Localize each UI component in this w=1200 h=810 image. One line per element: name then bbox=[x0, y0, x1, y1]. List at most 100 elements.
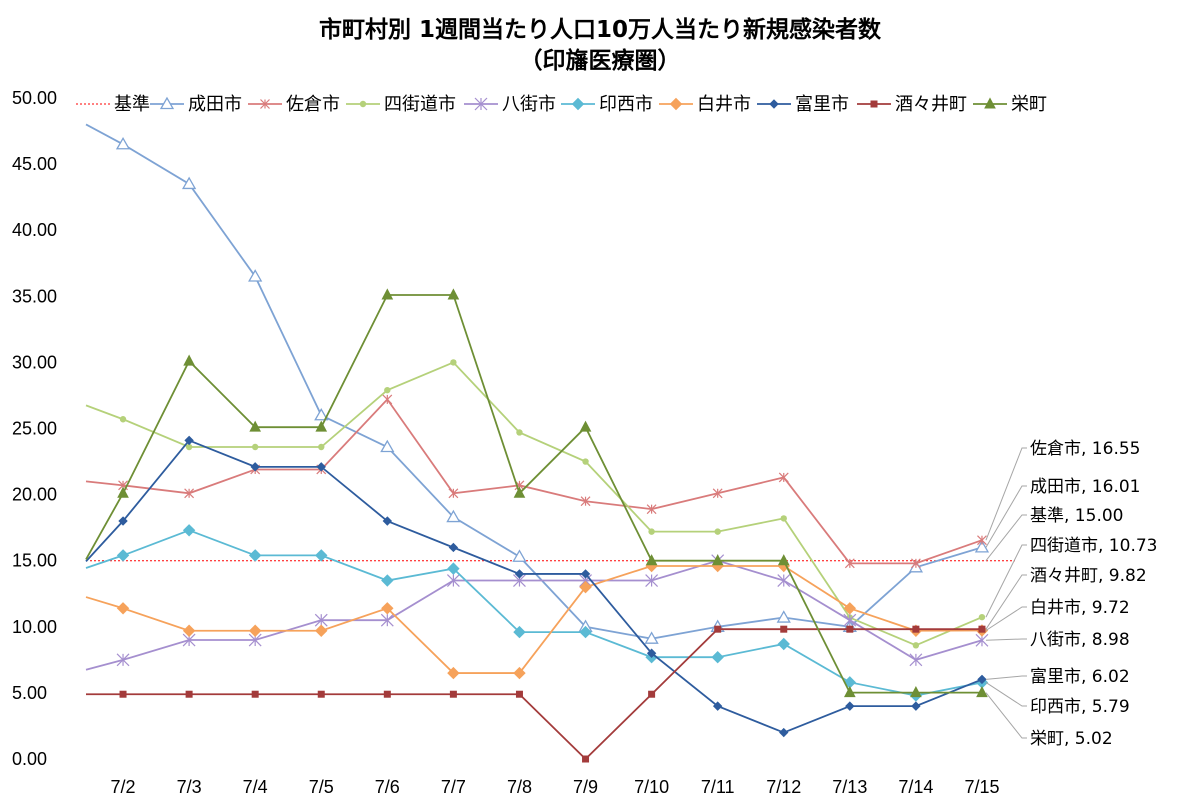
series-layer bbox=[85, 123, 1015, 763]
data-point bbox=[711, 554, 724, 566]
end-label-白井市: 白井市, 9.72 bbox=[985, 598, 1130, 631]
leader-line bbox=[985, 485, 1027, 548]
data-point bbox=[778, 472, 789, 483]
data-point bbox=[514, 569, 525, 579]
y-tick-label: 15.00 bbox=[12, 551, 57, 571]
data-point bbox=[714, 625, 722, 633]
data-point bbox=[645, 574, 659, 587]
end-label-八街市: 八街市, 8.98 bbox=[985, 630, 1130, 650]
series-酒々井町 bbox=[86, 625, 986, 763]
y-tick-label: 50.00 bbox=[12, 88, 57, 108]
end-label-text: 富里市, 6.02 bbox=[1030, 667, 1130, 687]
legend-item: 基準 bbox=[76, 94, 150, 115]
data-point bbox=[248, 549, 262, 562]
data-point bbox=[181, 176, 197, 190]
data-point bbox=[646, 648, 657, 658]
data-point bbox=[580, 569, 591, 579]
data-point bbox=[780, 515, 787, 522]
data-point bbox=[381, 574, 394, 587]
legend-label: 印西市 bbox=[599, 94, 653, 115]
leader-line bbox=[985, 692, 1027, 739]
end-labels: 基準, 15.00 成田市, 16.01 佐倉市, 16.55 四街道市, 10.73… bbox=[985, 439, 1157, 749]
data-point bbox=[712, 701, 723, 711]
data-point bbox=[474, 97, 488, 111]
legend-label: 富里市 bbox=[795, 94, 849, 115]
end-label-四街道市: 四街道市, 10.73 bbox=[985, 536, 1157, 618]
x-tick-label: 7/6 bbox=[375, 777, 400, 797]
legend-label: 佐倉市 bbox=[286, 94, 340, 115]
data-point bbox=[776, 610, 791, 623]
end-label-印西市: 印西市, 5.79 bbox=[985, 682, 1130, 717]
end-label-text: 酒々井町, 9.82 bbox=[1030, 566, 1147, 586]
legend-item: 酒々井町 bbox=[857, 94, 967, 115]
data-point bbox=[978, 625, 986, 633]
x-tick-label: 7/12 bbox=[766, 777, 801, 797]
data-point bbox=[380, 613, 394, 627]
data-point bbox=[777, 554, 790, 566]
data-point bbox=[777, 637, 790, 651]
legend-label: 成田市 bbox=[188, 94, 242, 115]
data-point bbox=[450, 359, 457, 366]
data-point bbox=[513, 625, 526, 639]
y-tick-label: 20.00 bbox=[12, 485, 57, 505]
data-point bbox=[911, 701, 921, 711]
data-point bbox=[579, 625, 592, 639]
data-point bbox=[843, 602, 857, 615]
legend-item: 白井市 bbox=[659, 94, 751, 115]
end-label-text: 印西市, 5.79 bbox=[1030, 697, 1130, 717]
data-point bbox=[516, 429, 523, 436]
data-point bbox=[317, 690, 325, 698]
legend-item: 八街市 bbox=[464, 94, 556, 115]
data-point bbox=[712, 488, 723, 499]
leader-line bbox=[985, 574, 1027, 630]
x-tick-label: 7/14 bbox=[898, 777, 933, 797]
data-point bbox=[115, 136, 131, 150]
data-point bbox=[984, 97, 996, 109]
data-point bbox=[260, 99, 270, 109]
data-point bbox=[251, 443, 259, 451]
end-label-酒々井町: 酒々井町, 9.82 bbox=[985, 566, 1147, 630]
data-point bbox=[447, 288, 460, 300]
data-point bbox=[382, 516, 393, 526]
data-point bbox=[571, 97, 585, 111]
data-point bbox=[116, 549, 130, 562]
data-point bbox=[185, 443, 193, 451]
end-label-text: 栄町, 5.02 bbox=[1030, 729, 1113, 749]
end-label-佐倉市: 佐倉市, 16.55 bbox=[985, 439, 1140, 541]
data-point bbox=[714, 528, 721, 535]
data-point bbox=[974, 540, 990, 553]
data-point bbox=[314, 407, 329, 421]
leader-line bbox=[985, 675, 1027, 680]
end-label-text: 基準, 15.00 bbox=[1030, 506, 1123, 526]
data-point bbox=[912, 642, 920, 649]
data-point bbox=[249, 420, 262, 432]
data-point bbox=[314, 613, 328, 627]
end-label-text: 四街道市, 10.73 bbox=[1030, 536, 1157, 556]
data-point bbox=[119, 690, 127, 698]
x-tick-label: 7/9 bbox=[573, 777, 598, 797]
data-point bbox=[315, 549, 328, 562]
data-point bbox=[646, 504, 657, 515]
data-point bbox=[449, 690, 457, 698]
data-point bbox=[315, 420, 328, 432]
data-point bbox=[251, 690, 259, 698]
data-point bbox=[845, 701, 855, 711]
legend-item: 富里市 bbox=[757, 94, 849, 115]
y-tick-label: 0.00 bbox=[12, 749, 47, 769]
data-point bbox=[448, 542, 459, 553]
end-label-富里市: 富里市, 6.02 bbox=[985, 667, 1130, 687]
end-label-text: 白井市, 9.72 bbox=[1030, 598, 1130, 618]
y-tick-label: 30.00 bbox=[12, 352, 57, 372]
data-point bbox=[513, 486, 526, 498]
legend-label: 酒々井町 bbox=[895, 94, 967, 115]
x-tick-label: 7/13 bbox=[832, 777, 867, 797]
chart-subtitle: （印旛医療圏） bbox=[520, 47, 681, 74]
data-point bbox=[579, 420, 592, 432]
end-label-基準: 基準, 15.00 bbox=[985, 506, 1123, 562]
x-tick-label: 7/8 bbox=[507, 777, 532, 797]
x-tick-label: 7/2 bbox=[111, 777, 136, 797]
end-label-栄町: 栄町, 5.02 bbox=[985, 692, 1113, 749]
data-point bbox=[582, 458, 589, 465]
data-point bbox=[513, 666, 526, 680]
